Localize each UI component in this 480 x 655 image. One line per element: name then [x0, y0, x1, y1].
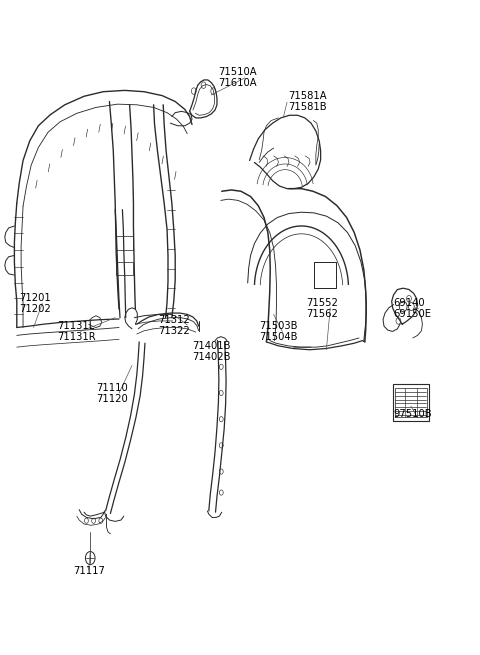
Text: 71610A: 71610A — [218, 78, 257, 88]
Text: 71120: 71120 — [96, 394, 128, 404]
Text: 71552: 71552 — [306, 297, 338, 308]
Text: 71510A: 71510A — [218, 67, 257, 77]
Text: 71202: 71202 — [19, 304, 51, 314]
Text: 71581A: 71581A — [288, 91, 326, 102]
Text: 71131L: 71131L — [58, 321, 95, 331]
Text: 71117: 71117 — [73, 566, 105, 576]
Text: 97510B: 97510B — [394, 409, 432, 419]
Text: 71581B: 71581B — [288, 102, 326, 113]
Text: 71402B: 71402B — [192, 352, 230, 362]
Text: 71401B: 71401B — [192, 341, 230, 351]
Text: 71131R: 71131R — [58, 332, 96, 343]
Text: 71312: 71312 — [158, 314, 190, 325]
Text: 71503B: 71503B — [259, 321, 298, 331]
Text: 69140: 69140 — [394, 297, 425, 308]
Text: 71322: 71322 — [158, 326, 190, 336]
Text: 69150E: 69150E — [394, 309, 432, 319]
Text: 71201: 71201 — [19, 293, 51, 303]
Text: 71562: 71562 — [306, 309, 338, 319]
Text: 71504B: 71504B — [259, 332, 298, 343]
Text: 71110: 71110 — [96, 383, 128, 393]
